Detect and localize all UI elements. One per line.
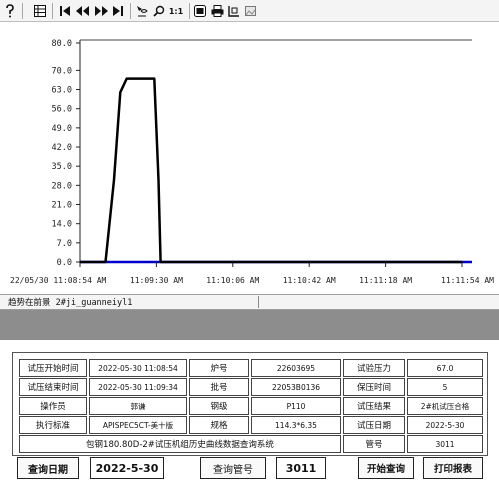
- value-test-start-time: 2022-05-30 11:08:54: [89, 359, 187, 377]
- pressure-data-point: [153, 77, 155, 80]
- separator-band: [0, 310, 499, 340]
- pressure-data-point: [113, 179, 115, 181]
- pressure-data-point: [104, 261, 107, 263]
- label-test-start-time: 试压开始时间: [19, 359, 87, 377]
- value-furnace-no: 22603695: [251, 359, 341, 377]
- pressure-data-point: [79, 261, 81, 263]
- x-tick-label: 11:09:30 AM: [130, 276, 183, 285]
- y-tick-label: 14.0: [52, 220, 72, 230]
- y-tick-label: 63.0: [52, 86, 72, 96]
- y-tick-label: 80.0: [52, 39, 72, 49]
- y-tick-label: 21.0: [52, 201, 72, 211]
- label-operator: 操作员: [19, 397, 87, 415]
- y-tick-label: 7.0: [57, 239, 72, 249]
- label-test-pressure: 试验压力: [343, 359, 405, 377]
- value-batch-no: 22053B0136: [251, 378, 341, 396]
- grid-view-icon[interactable]: [33, 3, 47, 19]
- label-furnace-no: 炉号: [189, 359, 249, 377]
- database-icon[interactable]: [193, 3, 207, 19]
- system-title: 包钢180.80D-2#试压机组历史曲线数据查询系统: [19, 435, 341, 453]
- label-test-date: 试压日期: [343, 416, 405, 434]
- toolbar: 1:1: [0, 0, 499, 22]
- zoom-icon[interactable]: [152, 3, 166, 19]
- label-hold-time: 保压时间: [343, 378, 405, 396]
- value-test-result: 2#机试压合格: [407, 397, 483, 415]
- fast-forward-icon[interactable]: [93, 3, 109, 19]
- label-test-end-time: 试压结束时间: [19, 378, 87, 396]
- export-icon[interactable]: [227, 3, 241, 19]
- x-tick-label: 11:11:18 AM: [359, 276, 412, 285]
- query-date-button[interactable]: 查询日期: [17, 457, 79, 479]
- y-tick-label: 49.0: [52, 124, 72, 134]
- status-bar: 趋势在前景 2#ji_guanneiyl1: [0, 294, 499, 310]
- label-standard: 执行标准: [19, 416, 87, 434]
- status-text: 趋势在前景 2#ji_guanneiyl1: [8, 298, 133, 308]
- value-test-end-time: 2022-05-30 11:09:34: [89, 378, 187, 396]
- image-icon[interactable]: [243, 3, 257, 19]
- y-tick-label: 70.0: [52, 66, 72, 76]
- y-tick-label: 0.0: [57, 258, 72, 268]
- query-date-input[interactable]: 2022-5-30: [90, 457, 164, 479]
- print-report-button[interactable]: 打印报表: [423, 457, 483, 479]
- label-pipe-no: 管号: [343, 435, 405, 453]
- pressure-series-line: [80, 77, 462, 264]
- label-specification: 规格: [189, 416, 249, 434]
- query-pipe-input[interactable]: 3011: [276, 457, 326, 479]
- actual-size-label[interactable]: 1:1: [168, 6, 184, 16]
- query-pipe-button[interactable]: 查询管号: [200, 457, 266, 479]
- info-panel: 试压开始时间 2022-05-30 11:08:54 炉号 22603695 试…: [0, 340, 499, 484]
- status-divider: [258, 296, 259, 308]
- start-query-button[interactable]: 开始查询: [358, 457, 414, 479]
- value-test-pressure: 67.0: [407, 359, 483, 377]
- y-tick-label: 42.0: [52, 143, 72, 153]
- help-icon[interactable]: [3, 3, 17, 19]
- label-test-result: 试压结果: [343, 397, 405, 415]
- value-hold-time: 5: [407, 378, 483, 396]
- label-steel-grade: 钢级: [189, 397, 249, 415]
- x-tick-label: 22/05/30 11:08:54 AM: [10, 276, 107, 285]
- zoom-region-icon[interactable]: [135, 3, 149, 19]
- y-tick-label: 56.0: [52, 105, 72, 115]
- first-icon[interactable]: [58, 3, 72, 19]
- last-icon[interactable]: [111, 3, 125, 19]
- rewind-icon[interactable]: [74, 3, 90, 19]
- x-tick-label: 11:11:54 AM: [441, 276, 494, 285]
- value-pipe-no: 3011: [407, 435, 483, 453]
- value-test-date: 2022-5-30: [407, 416, 483, 434]
- pressure-data-point: [119, 91, 121, 93]
- y-tick-label: 28.0: [52, 181, 72, 191]
- print-icon[interactable]: [210, 3, 224, 19]
- y-tick-label: 35.0: [52, 162, 72, 172]
- trend-chart[interactable]: 80.0 70.0 63.0 56.0 49.0 42.0 35.0 28.0 21.0 14.0…: [0, 22, 499, 294]
- x-tick-label: 11:10:42 AM: [283, 276, 336, 285]
- info-table-frame: 试压开始时间 2022-05-30 11:08:54 炉号 22603695 试…: [12, 352, 488, 456]
- x-tick-label: 11:10:06 AM: [206, 276, 259, 285]
- trend-chart-svg: 80.0 70.0 63.0 56.0 49.0 42.0 35.0 28.0 21.0 14.0…: [10, 39, 494, 285]
- label-batch-no: 批号: [189, 378, 249, 396]
- pressure-data-point: [461, 261, 463, 263]
- value-specification: 114.3*6.35: [251, 416, 341, 434]
- value-operator: 郭谦: [89, 397, 187, 415]
- pressure-data-point: [126, 77, 128, 80]
- pressure-data-point: [160, 261, 162, 263]
- pressure-data-point: [157, 179, 160, 181]
- value-steel-grade: P110: [251, 397, 341, 415]
- pressure-data-point: [147, 77, 149, 80]
- value-standard: APISPEC5CT-美十版: [89, 416, 187, 434]
